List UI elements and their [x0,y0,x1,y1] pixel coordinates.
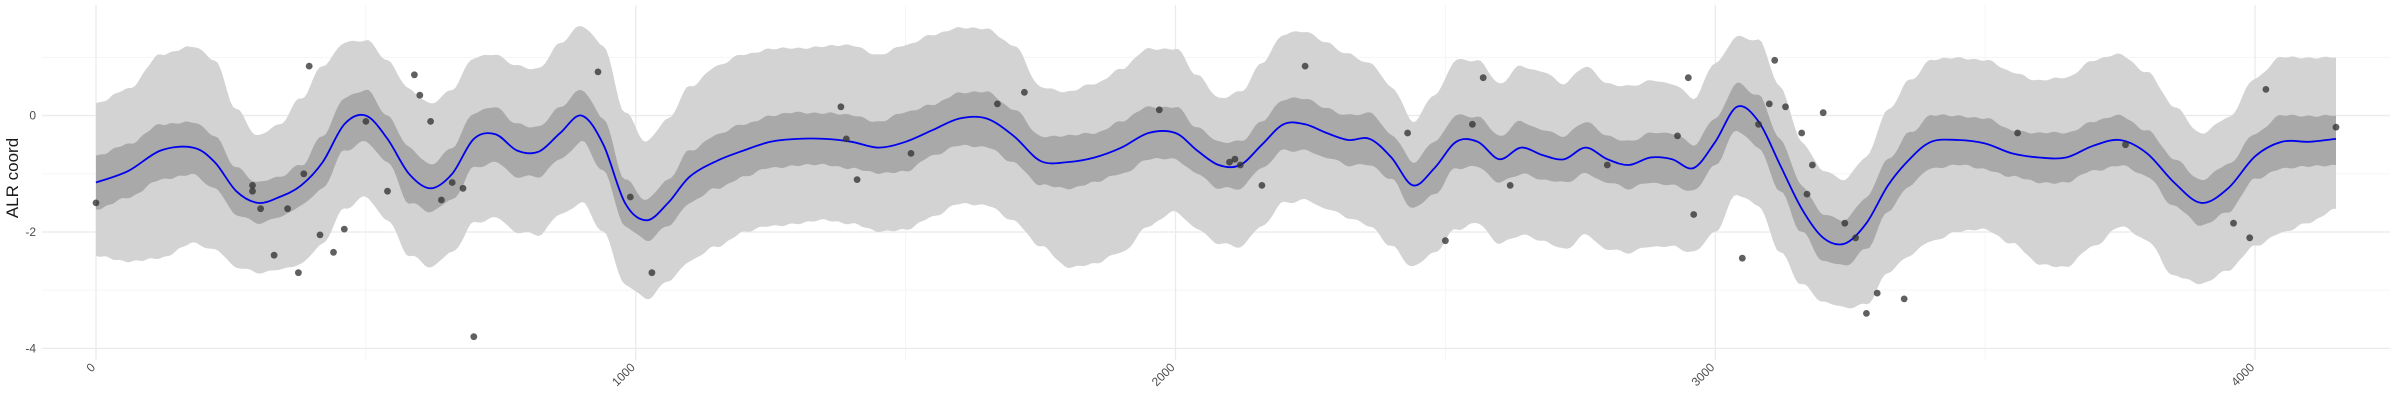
data-point [1900,295,1908,303]
data-point [2014,129,2021,137]
data-point [316,231,324,239]
data-point [438,196,445,204]
uncertainty-bands [96,26,2336,309]
data-point [853,176,861,184]
data-point [1469,120,1476,128]
x-tick-label: 2000 [1149,360,1178,389]
y-tick-label: 0 [29,109,36,123]
data-point [594,68,602,76]
data-point [340,225,348,233]
y-tick-label: -2 [25,225,36,239]
data-point [1819,109,1827,117]
data-point [907,150,915,157]
data-point [1852,234,1859,242]
data-point [1803,190,1811,198]
data-point [305,62,313,70]
data-point [842,135,850,143]
data-point [470,333,478,341]
data-point [1236,161,1244,169]
data-point [257,205,264,213]
data-point [2262,86,2270,93]
data-point [1231,155,1239,163]
y-axis-label: ALR coord [3,138,22,218]
data-point [416,91,424,99]
x-tick-label: 0 [83,360,98,375]
data-point [1226,158,1233,166]
data-point [1674,132,1681,140]
data-point [2332,123,2340,131]
data-point [1506,182,1514,189]
data-point [2230,219,2237,227]
data-point [1479,74,1487,82]
data-point [1809,161,1816,169]
data-point [411,71,418,79]
data-point [1863,310,1870,317]
data-point [994,100,1001,108]
observation-points [92,56,2340,341]
data-point [362,118,370,125]
data-point [249,182,256,189]
data-point [1771,56,1779,64]
data-point [295,269,302,277]
data-point [1404,129,1411,137]
data-point [1738,254,1746,262]
data-point [2122,141,2129,149]
data-point [1155,106,1163,114]
data-point [837,103,845,111]
data-point [1258,182,1266,189]
x-tick-label: 3000 [1689,360,1718,389]
data-point [626,193,634,201]
y-tick-label: -4 [25,341,36,355]
data-point [284,205,291,213]
data-point [1603,161,1611,169]
data-point [1755,120,1762,128]
inner-credible-band [96,82,2336,266]
data-point [330,248,337,256]
data-point [2246,234,2254,242]
data-point [1442,237,1449,245]
data-point [1765,100,1773,108]
data-point [1798,129,1806,137]
data-point [1690,211,1698,218]
data-point [1301,62,1309,70]
data-point [459,184,467,192]
data-point [648,269,656,277]
data-point [427,118,434,125]
data-point [300,170,308,178]
data-point [1684,74,1692,82]
data-point [92,199,100,207]
data-point [384,187,391,195]
data-point [1873,289,1881,297]
data-point [1782,103,1789,111]
data-point [1841,219,1849,227]
data-point [1021,88,1028,96]
x-tick-label: 1000 [609,360,638,389]
data-point [270,251,278,259]
x-tick-label: 4000 [2228,360,2257,389]
data-point [448,179,456,186]
data-point [249,187,256,195]
